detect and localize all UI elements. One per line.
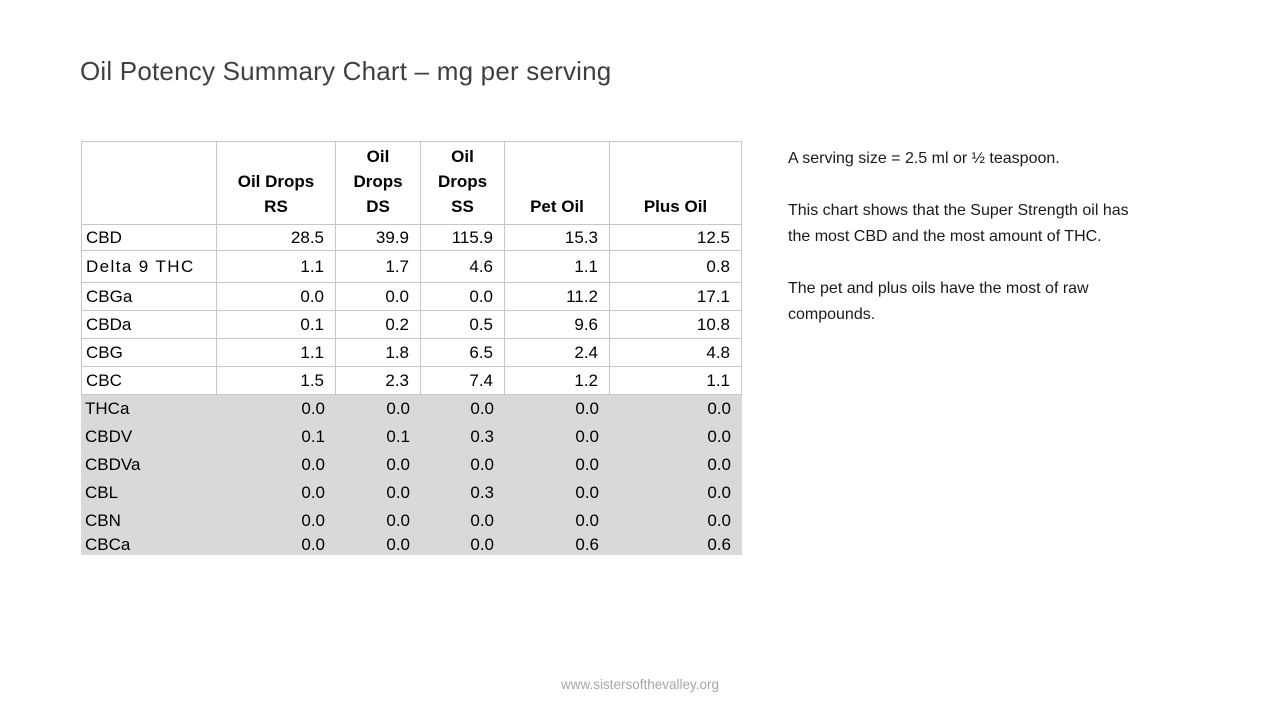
value-cell: 1.2 [505, 367, 610, 395]
value-cell: 2.3 [336, 367, 421, 395]
value-cell: 0.2 [336, 311, 421, 339]
row-label: CBG [81, 339, 217, 367]
row-label: CBGa [81, 283, 217, 311]
value-cell: 0.6 [610, 535, 742, 555]
value-cell: 10.8 [610, 311, 742, 339]
value-cell: 0.0 [610, 451, 742, 479]
value-cell: 1.1 [505, 251, 610, 283]
column-header: Pet Oil [505, 141, 610, 225]
row-label: THCa [81, 395, 217, 423]
potency-table: Oil Drops RS Oil Drops DS Oil Drops SS Pet … [81, 141, 742, 555]
value-cell: 4.8 [610, 339, 742, 367]
value-cell: 0.0 [336, 283, 421, 311]
value-cell: 0.0 [421, 535, 505, 555]
value-cell: 0.0 [336, 451, 421, 479]
row-label: CBDa [81, 311, 217, 339]
value-cell: 39.9 [336, 225, 421, 251]
value-cell: 1.7 [336, 251, 421, 283]
row-label: CBCa [81, 535, 217, 555]
row-label: Delta 9 THC [81, 251, 217, 283]
value-cell: 12.5 [610, 225, 742, 251]
value-cell: 0.0 [217, 283, 336, 311]
value-cell: 4.6 [421, 251, 505, 283]
value-cell: 0.3 [421, 423, 505, 451]
value-cell: 0.0 [421, 507, 505, 535]
page-title: Oil Potency Summary Chart – mg per servi… [80, 56, 612, 86]
value-cell: 0.0 [217, 395, 336, 423]
value-cell: 115.9 [421, 225, 505, 251]
value-cell: 17.1 [610, 283, 742, 311]
value-cell: 1.5 [217, 367, 336, 395]
column-header: Oil Drops SS [421, 141, 505, 225]
value-cell: 6.5 [421, 339, 505, 367]
note-raw-compounds: The pet and plus oils have the most of r… [788, 280, 1089, 323]
value-cell: 0.0 [217, 535, 336, 555]
value-cell: 7.4 [421, 367, 505, 395]
value-cell: 1.8 [336, 339, 421, 367]
value-cell: 9.6 [505, 311, 610, 339]
corner-header-cell [81, 141, 217, 225]
value-cell: 1.1 [217, 339, 336, 367]
value-cell: 0.0 [505, 507, 610, 535]
value-cell: 0.5 [421, 311, 505, 339]
value-cell: 0.0 [505, 395, 610, 423]
footer-url: www.sistersofthevalley.org [560, 677, 720, 692]
value-cell: 0.3 [421, 479, 505, 507]
value-cell: 28.5 [217, 225, 336, 251]
value-cell: 1.1 [217, 251, 336, 283]
value-cell: 15.3 [505, 225, 610, 251]
row-label: CBDV [81, 423, 217, 451]
value-cell: 0.0 [421, 451, 505, 479]
value-cell: 0.0 [336, 507, 421, 535]
notes-block: A serving size = 2.5 ml or ½ teaspoon. T… [788, 146, 1268, 354]
row-label: CBL [81, 479, 217, 507]
column-header: Oil Drops RS [217, 141, 336, 225]
value-cell: 0.1 [336, 423, 421, 451]
value-cell: 0.0 [217, 451, 336, 479]
value-cell: 0.0 [336, 479, 421, 507]
value-cell: 0.0 [336, 535, 421, 555]
value-cell: 0.8 [610, 251, 742, 283]
value-cell: 1.1 [610, 367, 742, 395]
value-cell: 0.0 [505, 479, 610, 507]
value-cell: 0.1 [217, 423, 336, 451]
value-cell: 0.0 [421, 395, 505, 423]
row-label: CBD [81, 225, 217, 251]
column-header: Oil Drops DS [336, 141, 421, 225]
row-label: CBDVa [81, 451, 217, 479]
row-label: CBC [81, 367, 217, 395]
note-serving-size: A serving size = 2.5 ml or ½ teaspoon. [788, 150, 1060, 167]
note-super-strength: This chart shows that the Super Strength… [788, 202, 1129, 245]
value-cell: 0.0 [610, 507, 742, 535]
column-header: Plus Oil [610, 141, 742, 225]
value-cell: 0.0 [336, 395, 421, 423]
value-cell: 0.0 [217, 479, 336, 507]
value-cell: 0.0 [610, 479, 742, 507]
value-cell: 0.0 [505, 451, 610, 479]
value-cell: 0.0 [610, 423, 742, 451]
value-cell: 2.4 [505, 339, 610, 367]
value-cell: 11.2 [505, 283, 610, 311]
value-cell: 0.0 [505, 423, 610, 451]
value-cell: 0.6 [505, 535, 610, 555]
value-cell: 0.0 [610, 395, 742, 423]
value-cell: 0.0 [421, 283, 505, 311]
value-cell: 0.1 [217, 311, 336, 339]
value-cell: 0.0 [217, 507, 336, 535]
row-label: CBN [81, 507, 217, 535]
